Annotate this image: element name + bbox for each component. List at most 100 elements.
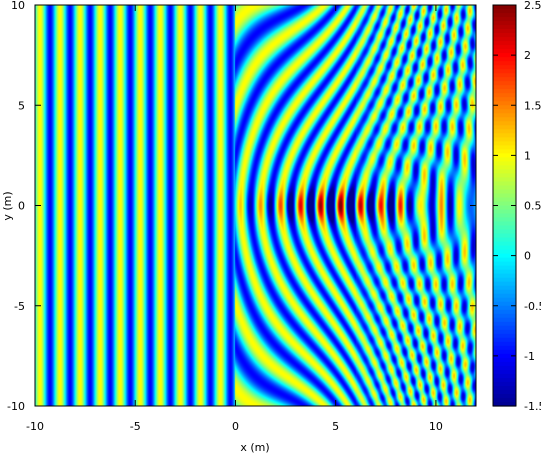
colorbar-cell <box>493 69 516 74</box>
colorbar-cell <box>493 185 516 191</box>
colorbar-cell <box>493 285 516 291</box>
colorbar-cell <box>493 221 516 227</box>
colorbar-cell <box>493 29 516 34</box>
colorbar-cell <box>493 317 516 323</box>
y-tick-label: 5 <box>18 99 25 112</box>
colorbar-cell <box>493 309 516 315</box>
colorbar-cell <box>493 5 516 10</box>
colorbar-cell <box>493 17 516 22</box>
heatmap-field <box>35 5 476 406</box>
colorbar-tick-label: -0.5 <box>524 300 541 313</box>
colorbar-cell <box>493 305 516 311</box>
colorbar-cell <box>493 277 516 283</box>
colorbar-cell <box>493 129 516 134</box>
colorbar-cell <box>493 13 516 18</box>
colorbar-cell <box>493 345 516 351</box>
colorbar-tick-label: -1 <box>524 350 535 363</box>
colorbar <box>493 5 516 407</box>
colorbar-cell <box>493 81 516 86</box>
colorbar-cell <box>493 189 516 195</box>
colorbar-cell <box>493 9 516 14</box>
colorbar-cell <box>493 321 516 327</box>
colorbar-cell <box>493 201 516 207</box>
colorbar-cell <box>493 241 516 247</box>
colorbar-cell <box>493 209 516 215</box>
x-axis-ticks: -10 -5 0 5 10 <box>26 5 443 433</box>
colorbar-cell <box>493 297 516 303</box>
colorbar-cell <box>493 65 516 70</box>
colorbar-cell <box>493 173 516 179</box>
y-axis-label: y (m) <box>1 191 14 220</box>
x-tick-label: -10 <box>26 420 44 433</box>
colorbar-cell <box>493 225 516 231</box>
colorbar-cell <box>493 233 516 239</box>
colorbar-cell <box>493 145 516 150</box>
colorbar-cell <box>493 61 516 66</box>
colorbar-cell <box>493 165 516 171</box>
colorbar-tick-label: 1 <box>524 149 531 162</box>
colorbar-cell <box>493 117 516 122</box>
colorbar-tick-label: 0 <box>524 250 531 263</box>
colorbar-cell <box>493 325 516 331</box>
colorbar-cell <box>493 289 516 295</box>
colorbar-cell <box>493 281 516 287</box>
colorbar-cell <box>493 377 516 383</box>
y-axis-ticks: -10 -5 0 5 10 <box>7 0 476 413</box>
colorbar-cell <box>493 77 516 82</box>
colorbar-cell <box>493 369 516 375</box>
colorbar-cell <box>493 161 516 166</box>
colorbar-cell <box>493 37 516 42</box>
colorbar-tick-label: 0.5 <box>524 200 541 213</box>
colorbar-cell <box>493 205 516 211</box>
colorbar-cell <box>493 177 516 183</box>
colorbar-cell <box>493 397 516 403</box>
y-tick-label: 0 <box>18 200 25 213</box>
colorbar-cell <box>493 293 516 299</box>
colorbar-cell <box>493 97 516 102</box>
colorbar-cell <box>493 341 516 347</box>
colorbar-cell <box>493 301 516 307</box>
colorbar-cell <box>493 249 516 255</box>
colorbar-cell <box>493 133 516 138</box>
colorbar-cell <box>493 261 516 267</box>
colorbar-cell <box>493 373 516 379</box>
colorbar-cell <box>493 365 516 371</box>
colorbar-tick-label: 2 <box>524 49 531 62</box>
colorbar-cell <box>493 181 516 187</box>
colorbar-cell <box>493 237 516 243</box>
colorbar-cell <box>493 265 516 271</box>
colorbar-cell <box>493 385 516 391</box>
colorbar-cell <box>493 229 516 235</box>
colorbar-cell <box>493 329 516 335</box>
colorbar-ticks: -1.5 -1 -0.5 0 0.5 1 1.5 2 2.5 <box>493 0 541 413</box>
colorbar-cell <box>493 137 516 142</box>
colorbar-cell <box>493 93 516 98</box>
y-tick-label: 10 <box>11 0 25 12</box>
colorbar-cell <box>493 25 516 30</box>
colorbar-cell <box>493 217 516 223</box>
colorbar-tick-label: 1.5 <box>524 99 541 112</box>
colorbar-cell <box>493 33 516 38</box>
colorbar-cell <box>493 109 516 114</box>
colorbar-cell <box>493 45 516 50</box>
colorbar-cell <box>493 73 516 78</box>
colorbar-cell <box>493 313 516 319</box>
x-tick-label: -5 <box>130 420 141 433</box>
colorbar-cell <box>493 125 516 130</box>
colorbar-cell <box>493 49 516 54</box>
colorbar-cell <box>493 121 516 126</box>
colorbar-cell <box>493 349 516 355</box>
colorbar-cell <box>493 257 516 263</box>
colorbar-cell <box>493 41 516 46</box>
colorbar-cell <box>493 113 516 118</box>
colorbar-cell <box>493 105 516 110</box>
colorbar-cell <box>493 381 516 387</box>
x-tick-label: 5 <box>332 420 339 433</box>
colorbar-cell <box>493 213 516 219</box>
colorbar-cell <box>493 89 516 94</box>
colorbar-cell <box>493 53 516 58</box>
colorbar-cell <box>493 353 516 359</box>
colorbar-cell <box>493 197 516 203</box>
colorbar-cell <box>493 85 516 90</box>
